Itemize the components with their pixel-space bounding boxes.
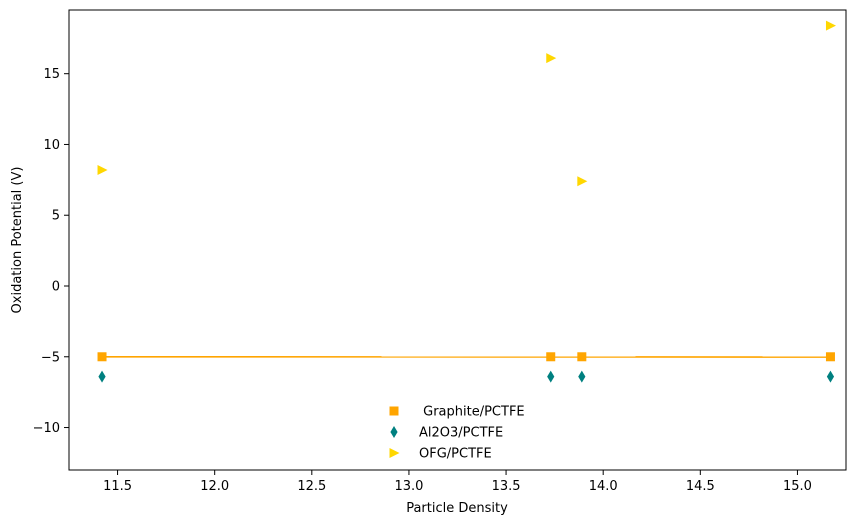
y-axis-label: Oxidation Potential (V) (10, 167, 25, 314)
y-tick-label: 0 (52, 280, 60, 295)
x-tick-label: 11.5 (103, 479, 132, 494)
x-tick-label: 12.0 (200, 479, 229, 494)
legend-marker (389, 406, 399, 416)
plot-area (68, 9, 847, 471)
y-tick-label: −5 (41, 350, 60, 365)
data-point-series-2 (826, 370, 835, 383)
x-tick-label: 14.0 (589, 479, 618, 494)
x-tick-label: 12.5 (297, 479, 326, 494)
x-tick-label: 13.5 (492, 479, 521, 494)
legend-marker (390, 426, 398, 438)
data-point-series-2 (98, 370, 106, 383)
data-point-series-1 (546, 352, 556, 362)
y-tick-label: −10 (33, 421, 60, 436)
data-point-series-2 (578, 370, 586, 383)
data-point-series-3 (546, 53, 557, 64)
data-point-series-2 (547, 370, 555, 383)
legend-marker (389, 448, 400, 458)
y-tick-label: 10 (43, 138, 60, 153)
data-point-series-1 (577, 352, 587, 362)
data-points-layer (97, 20, 836, 383)
data-point-series-1 (825, 352, 835, 362)
legend: Graphite/PCTFE Al2O3/PCTFE OFG/PCTFE (389, 405, 525, 462)
x-axis-ticks: 11.5 12.0 12.5 13.0 13.5 14.0 14.5 15.0 (103, 470, 812, 494)
legend-label: OFG/PCTFE (419, 447, 492, 462)
legend-label: Graphite/PCTFE (419, 405, 525, 420)
data-point-series-3 (577, 176, 588, 187)
data-point-series-3 (825, 20, 836, 31)
x-tick-label: 15.0 (783, 479, 812, 494)
x-tick-label: 14.5 (686, 479, 715, 494)
data-point-series-1 (97, 352, 107, 362)
y-axis-ticks: −10 −5 0 5 10 15 (33, 67, 69, 436)
x-axis-label: Particle Density (406, 501, 508, 516)
y-tick-label: 15 (43, 67, 60, 82)
data-point-series-3 (97, 164, 108, 175)
legend-label: Al2O3/PCTFE (419, 426, 503, 441)
x-tick-label: 13.0 (394, 479, 423, 494)
y-tick-label: 5 (52, 209, 60, 224)
